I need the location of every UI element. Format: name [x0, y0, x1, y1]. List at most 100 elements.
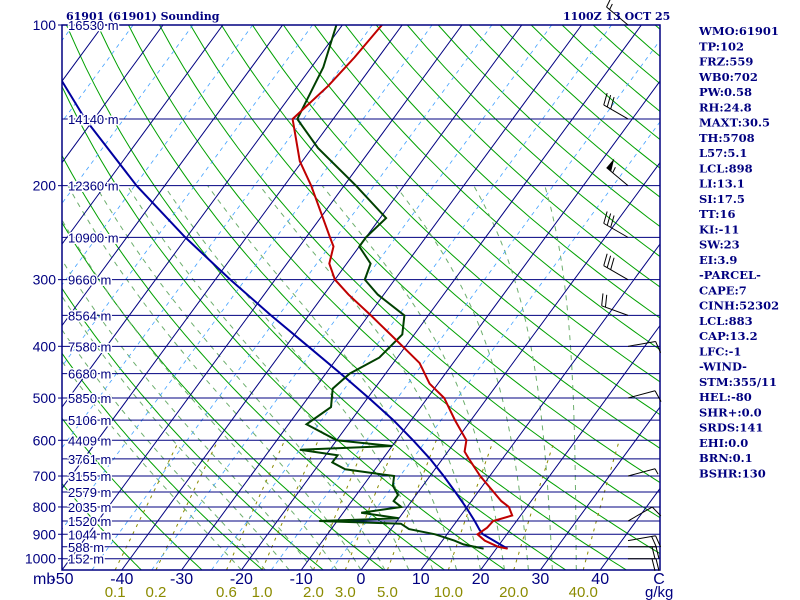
dry-adiabat [62, 352, 263, 570]
temperature-tick-label: -20 [230, 571, 253, 588]
dry-adiabat [375, 25, 660, 288]
wind-barb-feather [603, 92, 608, 106]
dry-adiabat [62, 482, 142, 570]
moist-adiabat [163, 185, 434, 570]
index-value: BSHR:130 [699, 466, 766, 480]
wind-barb-staff [603, 104, 629, 120]
dewpoint-line [296, 25, 484, 550]
index-value: LCL:883 [699, 314, 753, 328]
ice-isotherm [62, 25, 433, 530]
pressure-tick-label: 300 [33, 272, 57, 288]
isotherm [62, 25, 343, 408]
wind-barb-feather [610, 257, 615, 270]
isotherm [539, 406, 660, 570]
index-value: PW:0.58 [699, 85, 752, 99]
wind-barb-staff [606, 6, 629, 26]
wind-barb [606, 158, 629, 187]
dry-adiabat [62, 85, 506, 570]
dry-adiabat [592, 25, 660, 85]
pressure-tick-label: 900 [33, 526, 57, 542]
index-value: WMO:61901 [698, 24, 779, 38]
ice-isotherm [62, 25, 254, 286]
mixing-ratio-label: 5.0 [377, 584, 398, 600]
ice-isotherm [270, 39, 660, 570]
pressure-tick-label: 100 [33, 17, 57, 33]
dry-adiabat [159, 25, 660, 519]
wind-barb-feather [601, 293, 604, 306]
temperature-unit-label: C [653, 571, 665, 588]
dry-adiabat [62, 221, 385, 570]
ice-isotherm [62, 25, 134, 123]
dry-adiabat [62, 417, 203, 570]
pressure-tick-label: 200 [33, 178, 57, 194]
mixing-ratio-label: 2.0 [303, 584, 324, 600]
wind-barb-feather [604, 294, 608, 308]
index-value: TH:5708 [699, 131, 755, 145]
wind-barb [628, 558, 660, 571]
wind-barb-feather [654, 390, 662, 402]
wind-barb-feather [603, 253, 608, 266]
index-value: EHI:0.0 [699, 436, 748, 450]
wind-barb-feather [606, 94, 612, 108]
height-label: 1520 m [68, 514, 111, 529]
isotherm [300, 80, 660, 570]
plot-frame [61, 24, 661, 571]
wind-barb-feather [603, 211, 608, 224]
index-value: LFC:-1 [699, 344, 741, 358]
wind-barb [603, 253, 629, 281]
wind-barb-staff [627, 390, 656, 399]
wind-barb-staff [627, 506, 653, 522]
mixing-ratio-line [344, 440, 398, 570]
wind-barb-half-feather [612, 167, 616, 174]
height-label: 8564 m [68, 308, 111, 323]
height-label: 3155 m [68, 469, 111, 484]
temperature-tick-label: -30 [170, 571, 193, 588]
height-label: 16530 m [68, 18, 119, 33]
temperature-tick-label: -10 [290, 571, 313, 588]
height-label: 12360 m [68, 179, 119, 194]
chart-border [61, 24, 661, 571]
sounding-time: 1100Z 13 OCT 25 [563, 10, 670, 23]
dry-adiabat [62, 154, 445, 570]
station-title: 61901 (61901) Sounding [66, 10, 220, 23]
wind-barb-half-feather [654, 468, 659, 475]
dry-adiabat [561, 25, 660, 113]
wind-barb-feather [655, 535, 662, 548]
wind-barb-feather [610, 96, 615, 110]
moist-adiabat [62, 295, 290, 570]
dry-adiabat [313, 25, 660, 351]
height-label: 10900 m [68, 230, 119, 245]
dry-adiabat [62, 287, 324, 570]
height-label: 588 m [68, 540, 104, 555]
index-value: L57:5.1 [699, 146, 747, 160]
ice-isotherm [211, 25, 612, 570]
moist-adiabat [473, 185, 553, 570]
height-label: 5850 m [68, 391, 111, 406]
isotherm [62, 25, 284, 327]
x-unit-label: mb [33, 571, 55, 588]
dry-adiabat [530, 25, 660, 141]
sounding-profiles [62, 25, 514, 550]
index-value: CAP:13.2 [699, 329, 758, 343]
wind-barb [627, 506, 662, 522]
index-value: -PARCEL- [699, 268, 761, 282]
index-value: LI:13.1 [699, 177, 745, 191]
mixing-ratio-line [582, 440, 620, 570]
height-label: 5106 m [68, 413, 111, 428]
dry-adiabat [97, 25, 627, 570]
height-label: 7580 m [68, 339, 111, 354]
index-value: CINH:52302 [699, 299, 779, 313]
isotherm [480, 324, 660, 570]
isotherm [420, 243, 660, 570]
index-value: SHR+:0.0 [699, 405, 762, 419]
ice-isotherm [91, 25, 493, 570]
mixing-ratio-label: 0.2 [146, 584, 167, 600]
dry-adiabat [66, 25, 567, 570]
dry-adiabat [406, 25, 660, 258]
pressure-tick-label: 700 [33, 468, 57, 484]
isotherm [121, 25, 523, 570]
temperature-line [291, 25, 514, 550]
index-value: KI:-11 [699, 222, 739, 236]
wind-barb-staff [627, 468, 656, 477]
